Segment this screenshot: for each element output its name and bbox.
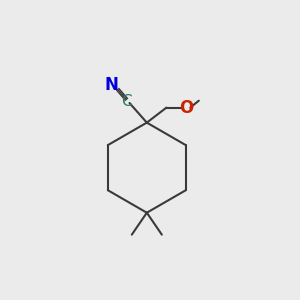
Text: C: C [122, 94, 132, 109]
Text: N: N [104, 76, 118, 94]
Text: O: O [179, 99, 193, 117]
